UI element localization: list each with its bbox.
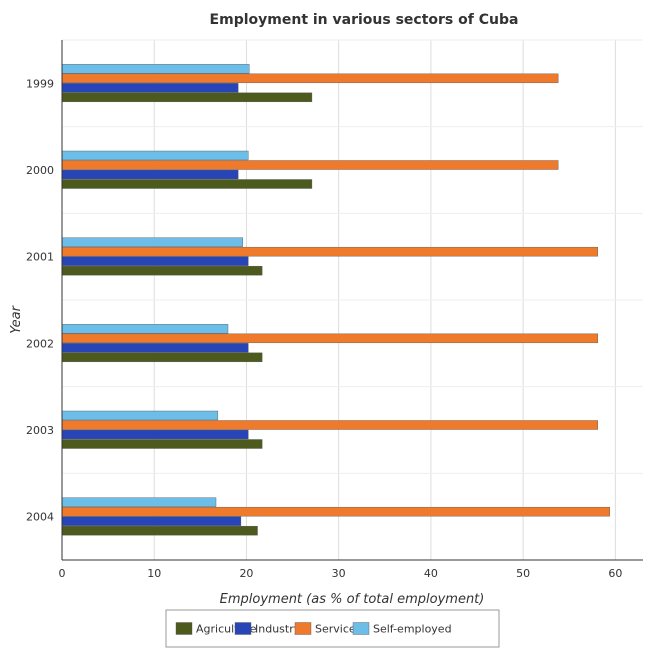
x-tick-label: 60 (608, 567, 622, 580)
bar-agriculture-2002 (62, 353, 262, 362)
y-tick-label: 2000 (26, 164, 54, 177)
bar-industry-2002 (62, 343, 248, 352)
bar-services-2001 (62, 247, 598, 256)
bar-services-2003 (62, 421, 598, 430)
x-tick-label: 20 (239, 567, 253, 580)
bar-industry-2000 (62, 170, 238, 179)
bar-self-employed-2000 (62, 151, 248, 160)
legend-swatch (235, 623, 251, 635)
x-tick-label: 10 (147, 567, 161, 580)
legend-label: Self-employed (373, 623, 452, 636)
chart-title: Employment in various sectors of Cuba (210, 12, 519, 28)
bar-self-employed-1999 (62, 64, 249, 73)
legend-label: Industry (255, 623, 301, 636)
bar-agriculture-2000 (62, 180, 312, 189)
legend-swatch (353, 623, 369, 635)
bar-agriculture-2001 (62, 266, 262, 275)
x-tick-label: 50 (516, 567, 530, 580)
x-tick-label: 40 (424, 567, 438, 580)
bar-self-employed-2002 (62, 324, 228, 333)
bar-services-2002 (62, 334, 598, 343)
bar-services-2004 (62, 507, 610, 516)
x-tick-label: 30 (332, 567, 346, 580)
bar-agriculture-2003 (62, 440, 262, 449)
y-tick-label: 2003 (26, 424, 54, 437)
bar-industry-1999 (62, 83, 238, 92)
y-tick-label: 2002 (26, 337, 54, 350)
x-axis-title: Employment (as % of total employment) (220, 592, 485, 607)
y-tick-label: 1999 (26, 77, 54, 90)
bar-agriculture-2004 (62, 526, 258, 535)
y-tick-label: 2001 (26, 251, 54, 264)
bar-industry-2001 (62, 257, 248, 266)
bar-self-employed-2003 (62, 411, 218, 420)
y-tick-label: 2004 (26, 511, 54, 524)
y-axis-title: Year (9, 304, 24, 333)
bar-industry-2004 (62, 517, 241, 526)
bar-self-employed-2001 (62, 238, 243, 247)
bar-self-employed-2004 (62, 498, 216, 507)
legend-swatch (176, 623, 192, 635)
bar-services-1999 (62, 74, 558, 83)
bar-agriculture-1999 (62, 93, 312, 102)
bar-services-2000 (62, 161, 558, 170)
x-tick-label: 0 (59, 567, 66, 580)
legend-swatch (295, 623, 311, 635)
bar-industry-2003 (62, 430, 248, 439)
